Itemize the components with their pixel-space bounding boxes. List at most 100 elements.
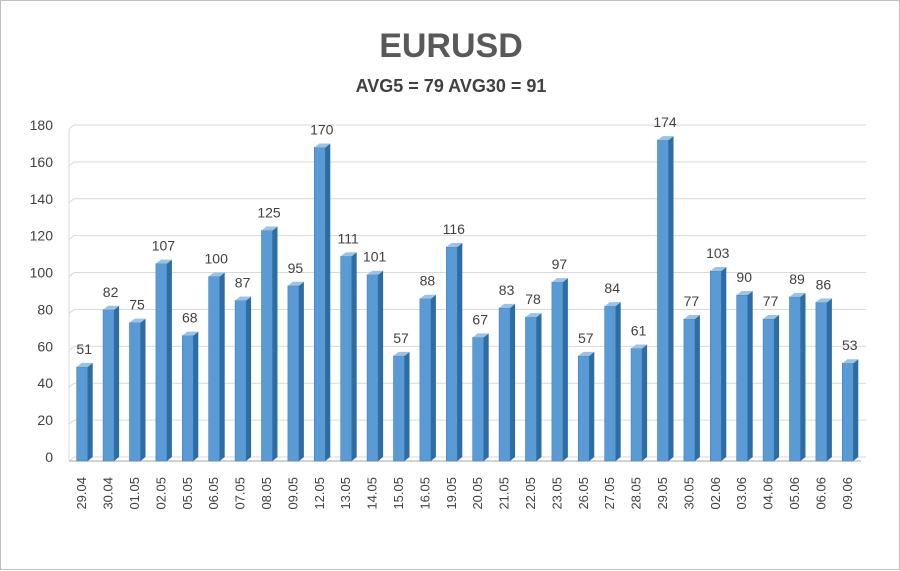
x-tick-label: 13.05 — [338, 477, 353, 510]
x-tick-label: 07.05 — [233, 477, 248, 510]
y-tick-label: 160 — [30, 154, 54, 170]
bar-front — [525, 316, 537, 462]
bar — [287, 281, 304, 462]
data-label: 61 — [631, 322, 647, 338]
data-label: 67 — [472, 311, 488, 327]
bar-side — [457, 243, 463, 461]
bar — [630, 344, 648, 462]
bar-front — [472, 337, 485, 462]
bar-side — [140, 318, 146, 461]
bar-top — [710, 267, 727, 272]
y-tick-label: 80 — [37, 301, 53, 317]
bar-front — [683, 318, 696, 462]
bar-top — [76, 362, 93, 367]
bar-front — [287, 285, 300, 462]
x-tick-label: 16.05 — [417, 477, 432, 510]
bar-front — [155, 263, 168, 462]
gridline-depth — [68, 124, 75, 130]
data-label: 170 — [310, 121, 334, 137]
bar-side — [589, 351, 595, 461]
bar-side — [694, 314, 700, 461]
bar-top — [287, 281, 304, 286]
bar-side — [800, 292, 806, 461]
data-label: 107 — [152, 238, 176, 254]
data-label: 86 — [816, 276, 832, 292]
bar-front — [419, 298, 432, 462]
x-tick-label: 06.05 — [206, 477, 221, 510]
bar — [525, 313, 542, 462]
x-tick-label: 30.04 — [101, 477, 116, 510]
bar-front — [604, 305, 617, 462]
data-label: 89 — [789, 271, 805, 287]
x-tick-label: 12.05 — [312, 477, 327, 510]
data-label: 87 — [235, 275, 251, 291]
bar-front — [630, 348, 643, 462]
x-tick-label: 02.06 — [708, 477, 723, 510]
bar-side — [193, 331, 199, 461]
bar-front — [129, 322, 141, 462]
bar-top — [419, 294, 436, 299]
bar — [604, 302, 621, 462]
bar-front — [736, 294, 749, 462]
bar-side — [510, 303, 516, 461]
bar — [182, 331, 199, 462]
bar-front — [577, 355, 590, 462]
data-label: 83 — [499, 282, 515, 298]
bar — [472, 333, 489, 462]
data-label: 125 — [257, 204, 281, 220]
bar-front — [815, 302, 828, 462]
bar — [789, 292, 806, 462]
bar-top — [472, 333, 489, 338]
bar — [340, 252, 357, 462]
bar-top — [736, 291, 753, 295]
data-label: 68 — [182, 310, 198, 326]
x-tick-label: 21.05 — [497, 477, 512, 510]
bar — [366, 270, 384, 462]
bar-front — [208, 276, 220, 462]
data-label: 111 — [338, 230, 359, 246]
bar-side — [404, 351, 410, 461]
bar-front — [340, 255, 353, 462]
bar-side — [668, 136, 674, 462]
bars — [76, 136, 859, 462]
bar-top — [551, 278, 568, 283]
y-tick-label: 100 — [30, 265, 54, 281]
gridline-depth — [68, 382, 75, 388]
data-label: 77 — [763, 293, 779, 309]
bar-top — [499, 303, 516, 308]
x-tick-label: 15.05 — [391, 477, 406, 510]
bar-side — [721, 267, 727, 461]
data-label: 51 — [76, 341, 92, 357]
x-tick-label: 22.05 — [523, 477, 538, 510]
bar — [419, 294, 436, 462]
data-label: 95 — [288, 260, 304, 276]
bar — [762, 314, 780, 462]
gridline-depth — [68, 272, 75, 277]
bar-top — [103, 305, 120, 310]
data-label: 84 — [604, 280, 620, 296]
chart-subtitle: AVG5 = 79 AVG30 = 91 — [355, 76, 547, 96]
bar-front — [498, 307, 511, 462]
bar-front — [102, 309, 115, 462]
x-tick-label: 09.06 — [840, 477, 855, 510]
bar-side — [325, 143, 331, 461]
x-tick-label: 30.05 — [681, 477, 696, 510]
bar-top — [815, 298, 832, 303]
gridline-depth — [68, 309, 75, 314]
data-label: 116 — [443, 221, 466, 237]
x-tick-label: 26.05 — [576, 477, 591, 510]
x-tick-label: 08.05 — [259, 477, 274, 510]
bar-side — [430, 294, 436, 461]
bar — [498, 303, 516, 462]
bar-front — [551, 281, 564, 462]
bar-front — [182, 335, 194, 462]
bar-top — [525, 313, 542, 318]
bar-top — [367, 270, 384, 275]
x-tick-label: 14.05 — [365, 477, 380, 510]
bar — [102, 305, 120, 462]
bar-top — [129, 318, 146, 323]
data-label: 97 — [552, 256, 568, 272]
x-tick-label: 29.04 — [74, 477, 89, 510]
labels: 51 29.04 82 30.04 75 01.05 107 02.05 68 05.05 100 0… — [74, 114, 858, 509]
